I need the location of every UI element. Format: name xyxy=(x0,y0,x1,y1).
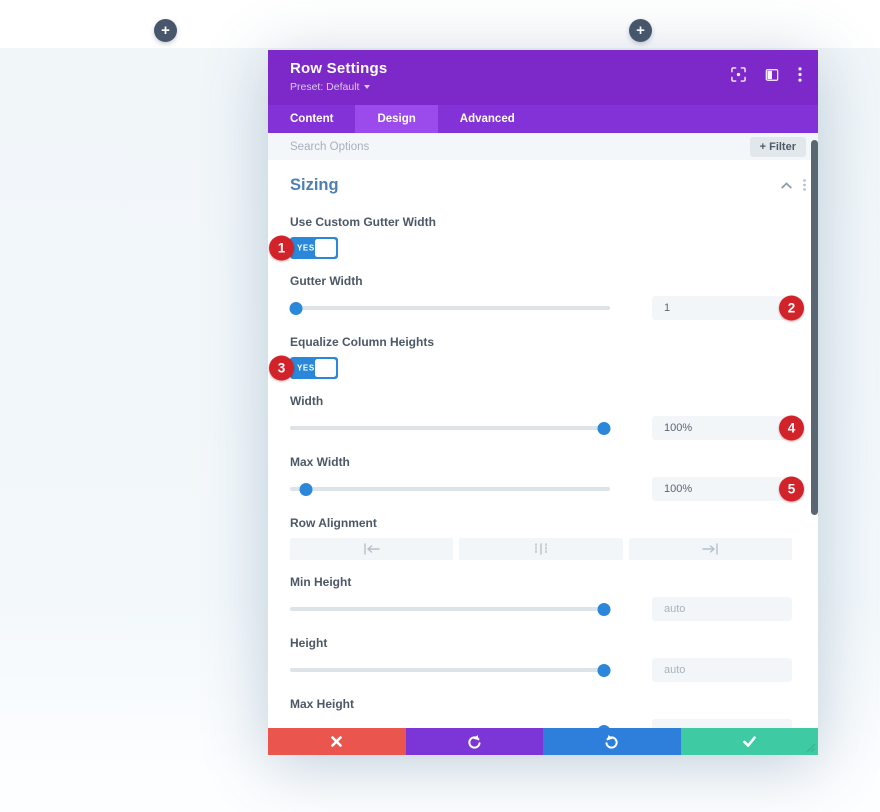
undo-icon xyxy=(468,734,481,749)
section-title: Sizing xyxy=(290,175,339,194)
section-header-sizing: Sizing xyxy=(290,170,806,200)
width-input[interactable] xyxy=(652,416,792,440)
check-icon xyxy=(742,736,756,747)
max-height-input[interactable] xyxy=(652,719,792,728)
field-height: Height xyxy=(290,636,792,682)
field-label: Equalize Column Heights xyxy=(290,335,435,349)
field-label: Width xyxy=(290,394,324,408)
toggle-knob xyxy=(315,359,336,377)
expand-icon[interactable] xyxy=(731,67,746,82)
slider-track xyxy=(290,306,610,310)
field-gutter-width: Gutter Width 2 xyxy=(289,274,804,321)
min-height-slider[interactable] xyxy=(290,597,611,621)
annotation-badge-5: 5 xyxy=(779,476,804,502)
height-input[interactable] xyxy=(652,658,792,682)
add-section-button[interactable]: + xyxy=(154,19,177,42)
field-label: Gutter Width xyxy=(290,274,363,288)
field-label: Min Height xyxy=(290,575,352,589)
field-label: Max Width xyxy=(290,455,350,469)
field-label: Row Alignment xyxy=(290,516,377,530)
tab-advanced[interactable]: Advanced xyxy=(459,113,515,125)
slider-knob[interactable] xyxy=(597,421,611,435)
max-width-slider[interactable] xyxy=(290,477,610,501)
gutter-width-input[interactable] xyxy=(652,296,792,320)
slider-track xyxy=(290,487,610,491)
field-max-width: Max Width 5 xyxy=(290,455,804,502)
align-right-icon xyxy=(702,543,719,555)
field-max-height: Max Height xyxy=(290,697,792,728)
align-left-button[interactable] xyxy=(290,538,454,560)
field-label: Height xyxy=(290,636,328,650)
resize-grip-icon[interactable] xyxy=(804,741,816,753)
settings-tabbar: Content Design Advanced xyxy=(268,105,818,133)
add-section-button[interactable]: + xyxy=(629,19,652,42)
row-settings-modal: Row Settings Preset: Default xyxy=(268,50,818,755)
redo-button[interactable] xyxy=(543,728,681,755)
gutter-width-slider[interactable] xyxy=(289,296,610,320)
slider-track xyxy=(290,668,610,672)
align-center-button[interactable] xyxy=(459,538,623,560)
toggle-knob xyxy=(315,239,336,257)
modal-scrollbar[interactable] xyxy=(811,140,818,515)
use-custom-gutter-width-toggle[interactable]: YES xyxy=(290,237,338,259)
modal-body: Search Options + Filter Sizing xyxy=(268,133,818,728)
width-slider[interactable] xyxy=(290,416,611,440)
field-use-custom-gutter-width: Use Custom Gutter Width 1 YES xyxy=(269,215,792,261)
annotation-badge-2: 2 xyxy=(779,295,804,321)
modal-header: Row Settings Preset: Default xyxy=(268,50,818,105)
max-width-input[interactable] xyxy=(652,477,792,501)
filter-button[interactable]: + Filter xyxy=(749,136,806,157)
align-left-icon xyxy=(363,543,380,555)
equalize-column-heights-toggle[interactable]: YES xyxy=(290,357,338,379)
annotation-badge-4: 4 xyxy=(779,415,804,441)
slider-knob[interactable] xyxy=(597,663,611,677)
toggle-yes-label: YES xyxy=(297,243,315,253)
field-label: Use Custom Gutter Width xyxy=(290,215,436,229)
slider-knob[interactable] xyxy=(289,301,303,315)
tab-content[interactable]: Content xyxy=(290,113,334,125)
modal-title: Row Settings xyxy=(290,60,388,77)
field-min-height: Min Height xyxy=(290,575,792,621)
slider-track xyxy=(290,607,610,611)
min-height-input[interactable] xyxy=(652,597,792,621)
toggle-yes-label: YES xyxy=(297,363,315,373)
annotation-badge-3: 3 xyxy=(269,355,294,381)
annotation-badge-1: 1 xyxy=(269,235,294,261)
plus-icon: + xyxy=(636,21,645,39)
options-menu-icon[interactable] xyxy=(798,67,802,82)
field-row-alignment: Row Alignment xyxy=(290,516,792,560)
slider-knob[interactable] xyxy=(299,482,313,496)
search-options-input[interactable]: Search Options xyxy=(290,140,370,153)
align-right-button[interactable] xyxy=(628,538,792,560)
slider-knob[interactable] xyxy=(597,724,611,728)
split-view-icon[interactable] xyxy=(765,68,779,82)
close-icon xyxy=(331,736,343,747)
preset-dropdown[interactable]: Preset: Default xyxy=(290,81,802,93)
slider-track xyxy=(290,426,610,430)
search-options-bar: Search Options + Filter xyxy=(268,133,818,160)
save-button[interactable] xyxy=(680,728,818,755)
field-width: Width 4 xyxy=(290,394,804,441)
field-label: Max Height xyxy=(290,697,355,711)
height-slider[interactable] xyxy=(290,658,611,682)
sizing-panel: Sizing Use Custom Gutter Width 1 xyxy=(268,170,818,728)
collapse-icon[interactable] xyxy=(781,181,792,189)
preset-label: Preset: Default xyxy=(290,81,360,93)
field-equalize-column-heights: Equalize Column Heights 3 YES xyxy=(269,335,792,381)
discard-button[interactable] xyxy=(268,728,406,755)
undo-button[interactable] xyxy=(405,728,543,755)
redo-icon xyxy=(605,734,618,749)
chevron-down-icon xyxy=(364,85,371,89)
tab-design[interactable]: Design xyxy=(355,105,438,133)
slider-knob[interactable] xyxy=(597,602,611,616)
plus-icon: + xyxy=(161,21,170,39)
align-center-icon xyxy=(535,543,547,555)
modal-footer xyxy=(268,728,818,755)
section-menu-icon[interactable] xyxy=(803,179,806,191)
max-height-slider[interactable] xyxy=(290,719,611,728)
